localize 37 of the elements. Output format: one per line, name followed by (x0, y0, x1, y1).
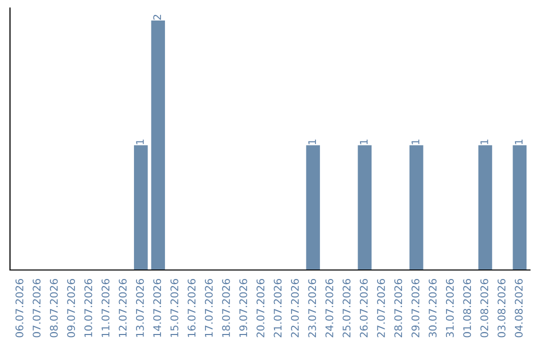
x-tick-label: 09.07.2026 (67, 278, 76, 338)
x-tick-label: 20.07.2026 (256, 278, 264, 338)
x-tick-label: 12.07.2026 (118, 278, 127, 337)
x-tick-label: 29.07.2026 (412, 278, 420, 338)
x-tick-label: 08.07.2026 (50, 278, 58, 338)
data-label: 1 (412, 140, 420, 144)
data-label: 2 (153, 14, 161, 20)
x-tick-label: 28.07.2026 (394, 278, 402, 338)
data-label: 1 (308, 140, 316, 144)
data-label: 1 (360, 140, 368, 144)
x-tick-label: 24.07.2026 (325, 278, 334, 338)
x-tick-label: 30.07.2026 (428, 278, 437, 338)
x-tick-label: 15.07.2026 (170, 278, 178, 337)
x-tick-label: 06.07.2026 (15, 278, 24, 338)
x-tick-label: 17.07.2026 (204, 278, 213, 337)
x-tick-label: 18.07.2026 (222, 278, 230, 337)
x-tick-label: 31.07.2026 (446, 278, 454, 338)
x-tick-label: 19.07.2026 (239, 278, 248, 337)
x-tick-label: 23.07.2026 (308, 278, 316, 338)
x-tick-label: 04.08.2026 (514, 278, 523, 338)
x-tick-label: 21.07.2026 (274, 278, 282, 338)
x-tick-label: 10.07.2026 (84, 278, 92, 337)
x-tick-label: 22.07.2026 (290, 278, 299, 338)
x-tick-label: 26.07.2026 (360, 278, 368, 338)
x-tick-label: 14.07.2026 (153, 278, 162, 337)
x-tick-label: 02.08.2026 (480, 278, 488, 338)
x-tick-label: 01.08.2026 (463, 278, 472, 338)
data-label: 1 (480, 140, 488, 144)
x-tick-label: 13.07.2026 (136, 278, 144, 337)
data-label: 1 (514, 140, 523, 144)
x-tick-label: 07.07.2026 (32, 278, 41, 338)
x-tick-label: 25.07.2026 (342, 278, 351, 338)
x-tick-label: 11.07.2026 (102, 278, 110, 337)
x-tick-label: 16.07.2026 (188, 278, 196, 337)
x-tick-label: 03.08.2026 (498, 278, 506, 338)
x-tick-label: 27.07.2026 (377, 278, 385, 338)
data-label: 1 (136, 140, 144, 144)
